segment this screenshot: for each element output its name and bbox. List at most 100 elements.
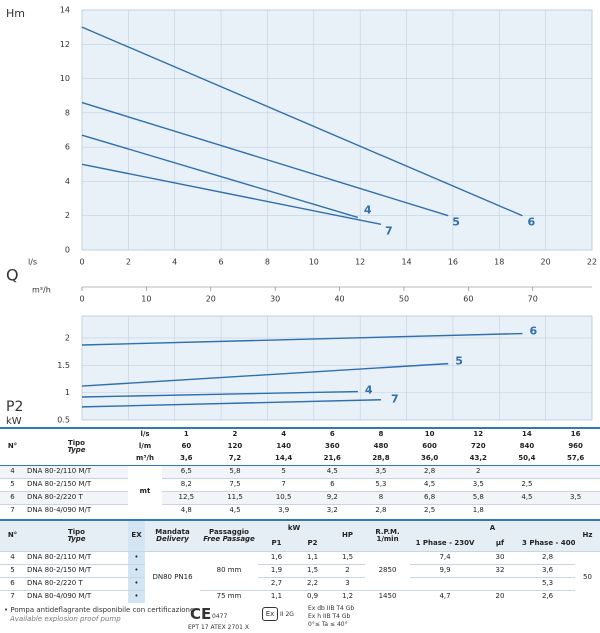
- category: II 2G: [280, 611, 294, 618]
- cell: 3,5: [551, 491, 600, 505]
- table-row: N° Tipo Type l/s 1 2 4 6 8 10 12 14 16: [0, 428, 600, 466]
- flow-header: 50,4: [502, 453, 552, 466]
- series-line: [81, 399, 382, 408]
- header-text: R.P.M.: [375, 527, 400, 536]
- cell: 4: [0, 465, 25, 479]
- cell: [551, 504, 600, 517]
- cell: DNA 80-2/110 M/T: [25, 551, 128, 565]
- x-tick-label: 10: [309, 258, 319, 267]
- flow-header: 720: [470, 442, 486, 451]
- x2-tick-label: 10: [141, 295, 151, 304]
- flow-header: 120: [227, 442, 243, 451]
- cell: 3,5: [356, 465, 406, 479]
- flow-header: 21,6: [307, 453, 357, 466]
- cell: 2,5: [502, 478, 552, 492]
- flow-header: 16: [570, 430, 581, 439]
- cell: 6: [307, 478, 357, 492]
- header: R.P.M. 1/min: [365, 520, 411, 552]
- cell: 4,7: [410, 590, 481, 603]
- cell: 6,8: [405, 491, 454, 505]
- flow-header: 360: [324, 442, 340, 451]
- cell: 7,4: [410, 551, 481, 565]
- y-tick-label: 14: [60, 6, 70, 15]
- cell: 20: [480, 590, 521, 603]
- series-line: [81, 332, 523, 346]
- flow-header: 3,6: [162, 453, 211, 466]
- cell: •: [128, 551, 145, 565]
- cell: 2,8: [520, 551, 576, 565]
- x2-tick-label: 50: [399, 295, 409, 304]
- flow-header: 8: [378, 430, 384, 439]
- cell: 4,8: [162, 504, 211, 517]
- cell: DNA 80-2/150 M/T: [25, 478, 128, 492]
- footer: • Pompa antideflagrante disponibile con …: [0, 605, 600, 633]
- x2-axis-label: m³/h: [32, 286, 51, 295]
- x-tick-label: 2: [126, 258, 131, 267]
- table-row: m³/h 3,6 7,2 14,4 21,6 28,8 36,0 43,2 50,4 57,6: [0, 453, 600, 466]
- series-label: 7: [385, 224, 393, 237]
- header: µf: [480, 536, 521, 552]
- flow-header: 60: [181, 442, 192, 451]
- flow-header: 6: [329, 430, 335, 439]
- header: P2: [295, 536, 331, 552]
- x-tick-label: 8: [265, 258, 270, 267]
- header: Tipo Type: [25, 520, 128, 552]
- notified-body: 0477: [212, 613, 228, 620]
- y-tick-label: 0.5: [57, 416, 70, 425]
- header-text: Tipo: [68, 527, 85, 536]
- x-tick-label: 4: [172, 258, 177, 267]
- flow-header: 43,2: [453, 453, 503, 466]
- series-line: [81, 134, 359, 219]
- series-line: [81, 390, 358, 398]
- x-tick-label: 20: [541, 258, 551, 267]
- cell: 3,9: [259, 504, 308, 517]
- cell: 0,9: [295, 590, 331, 603]
- cell: 2,6: [520, 590, 576, 603]
- cell: 3,6: [520, 564, 576, 578]
- cell: 5: [0, 564, 25, 578]
- header: A: [410, 520, 576, 536]
- y-tick-label: 8: [65, 108, 70, 117]
- cell: DNA 80-2/220 T: [25, 491, 128, 505]
- flow-header: 960: [568, 442, 583, 451]
- series-label: 5: [452, 216, 460, 229]
- cell: 6: [0, 491, 25, 505]
- chart: Hm l/s Q m³/h P2 kW 0 2 4 6 8 10 12 14 16 18 20 220…: [6, 6, 597, 428]
- cell: 4: [0, 551, 25, 565]
- x-axis-title: Q: [6, 266, 19, 285]
- y-tick-label: 1.5: [57, 361, 70, 370]
- ex-mark: Ex: [262, 607, 278, 621]
- x2-tick-label: 20: [206, 295, 216, 304]
- x-tick-label: 18: [494, 258, 504, 267]
- header-text: Tipo: [68, 438, 85, 447]
- cell: 3,5: [453, 478, 503, 492]
- unit-label: l/s: [140, 430, 150, 439]
- header-text: Mandata: [155, 527, 190, 536]
- cell: 75 mm: [200, 590, 258, 603]
- flow-header: 14,4: [259, 453, 308, 466]
- x-tick-label: 14: [401, 258, 411, 267]
- cell: 4,5: [502, 491, 552, 505]
- series-line: [81, 163, 382, 225]
- cell: 4,5: [405, 478, 454, 492]
- cell: 5,3: [520, 577, 576, 591]
- cell: 9,9: [410, 564, 481, 578]
- flow-header: 10: [424, 430, 435, 439]
- y-axis-label: Hm: [6, 7, 25, 20]
- cell: •: [128, 564, 145, 578]
- y-tick-label: 10: [60, 74, 70, 83]
- cell: 2,2: [295, 577, 331, 591]
- cell: [551, 478, 600, 492]
- cell: [502, 504, 552, 517]
- cell: 50: [575, 551, 600, 603]
- cell: 2: [453, 465, 503, 479]
- cell: 1,9: [258, 564, 295, 578]
- header: Hz: [575, 520, 600, 552]
- cell: 5: [259, 465, 308, 479]
- cell: 1,1: [295, 551, 331, 565]
- cell: •: [128, 577, 145, 591]
- series-label: 6: [527, 216, 535, 229]
- header: kW: [258, 520, 331, 536]
- header-text: Delivery: [156, 535, 189, 543]
- ce-mark: CE: [190, 605, 212, 623]
